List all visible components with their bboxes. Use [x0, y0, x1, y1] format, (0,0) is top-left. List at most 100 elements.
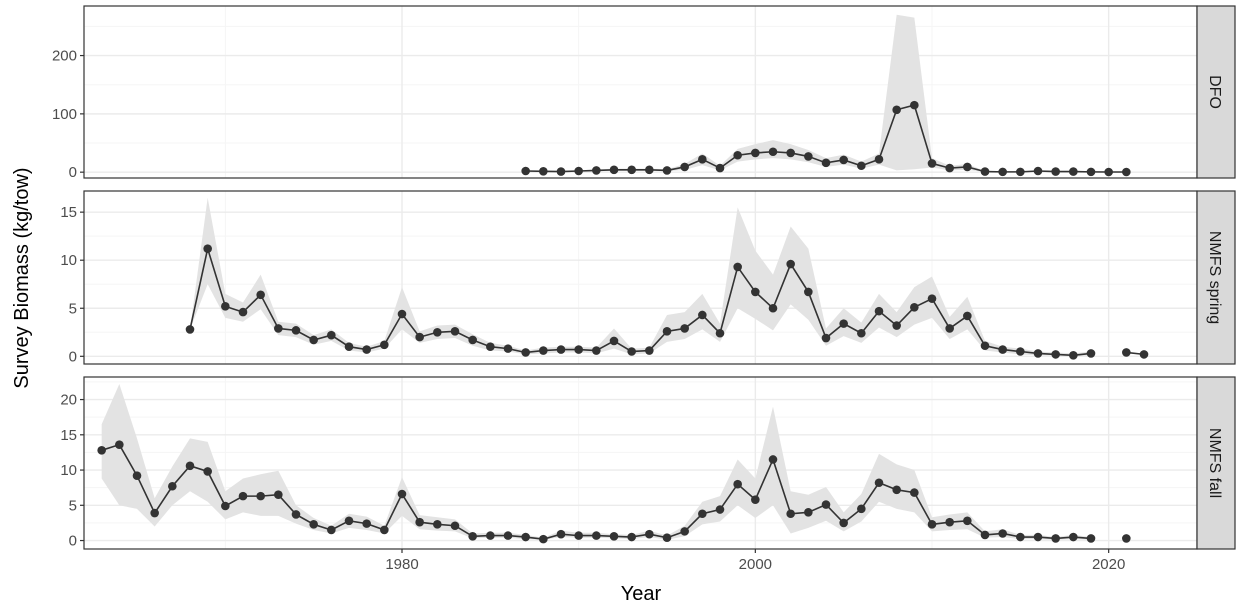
- data-point: [1033, 532, 1043, 542]
- data-point: [221, 302, 230, 311]
- data-point: [521, 166, 530, 176]
- data-point: [804, 152, 813, 161]
- confidence-ribbon: [190, 197, 1091, 357]
- data-point: [362, 345, 371, 354]
- data-point: [1051, 534, 1060, 543]
- data-point: [998, 345, 1007, 354]
- y-tick-label: 100: [52, 106, 77, 123]
- x-axis-title: Year: [621, 583, 662, 605]
- data-point: [468, 532, 477, 541]
- data-point: [521, 532, 530, 542]
- data-point: [874, 155, 884, 164]
- data-point: [433, 520, 442, 529]
- data-point: [415, 517, 424, 527]
- data-point: [556, 345, 566, 354]
- data-point: [1122, 348, 1131, 357]
- data-point: [539, 166, 548, 176]
- data-point: [327, 330, 336, 340]
- data-point: [627, 532, 636, 542]
- facet-strip-label: NMFS spring: [1206, 231, 1223, 324]
- data-point: [857, 328, 866, 338]
- data-point: [768, 303, 778, 313]
- data-point: [1033, 349, 1043, 358]
- data-point: [910, 100, 919, 110]
- data-point: [609, 165, 619, 175]
- data-point: [1122, 167, 1131, 177]
- data-point: [680, 324, 689, 333]
- data-point: [556, 167, 566, 176]
- data-point: [380, 340, 389, 350]
- data-point: [733, 479, 742, 489]
- data-point: [115, 440, 124, 449]
- data-point: [274, 324, 283, 333]
- panels-layer: 0 100 200 DFO 0 5 10 15 NMFS spring 0 5 10 15 20 NMFS …: [52, 5, 1236, 573]
- data-point: [662, 533, 672, 543]
- data-point: [203, 244, 212, 253]
- data-point: [609, 532, 619, 541]
- data-point: [539, 346, 548, 355]
- data-point: [821, 500, 831, 509]
- data-point: [945, 517, 954, 527]
- data-point: [662, 327, 672, 336]
- data-point: [592, 166, 601, 175]
- y-tick-label: 0: [69, 533, 77, 550]
- facet-panel-2: 0 5 10 15 20 NMFS fall 1980 2000 2020: [60, 376, 1236, 573]
- data-point: [539, 534, 548, 544]
- data-point: [503, 344, 513, 353]
- data-point: [1104, 167, 1113, 177]
- panel-background: [84, 377, 1197, 549]
- data-point: [963, 516, 972, 526]
- data-point: [380, 525, 389, 535]
- data-point: [556, 529, 566, 539]
- data-point: [1122, 534, 1131, 543]
- data-point: [274, 490, 283, 500]
- data-point: [397, 489, 407, 499]
- data-point: [751, 495, 760, 504]
- data-point: [344, 342, 354, 352]
- data-point: [344, 516, 354, 526]
- data-point: [256, 290, 265, 300]
- data-point: [645, 165, 654, 175]
- data-point: [768, 455, 778, 464]
- facet-panel-1: 0 5 10 15 NMFS spring: [60, 190, 1236, 365]
- data-point: [963, 311, 972, 321]
- data-point: [521, 348, 530, 357]
- y-tick-label: 0: [69, 348, 77, 365]
- data-point: [786, 148, 795, 158]
- data-point: [574, 345, 583, 354]
- facet-strip: [1196, 190, 1236, 365]
- data-point: [592, 346, 601, 355]
- x-tick-label: 2000: [739, 556, 772, 573]
- data-point: [1069, 532, 1078, 542]
- data-point: [1086, 167, 1096, 177]
- data-point: [662, 166, 672, 175]
- data-point: [309, 335, 318, 345]
- y-tick-label: 5: [69, 497, 77, 514]
- data-point: [839, 518, 848, 528]
- series-line: [189, 245, 1092, 357]
- data-point: [450, 521, 460, 531]
- data-point: [733, 150, 742, 160]
- data-point: [291, 510, 301, 519]
- data-point: [839, 319, 848, 328]
- data-point: [698, 310, 707, 320]
- y-tick-label: 10: [60, 462, 77, 479]
- data-point: [1086, 349, 1096, 358]
- data-point: [821, 333, 831, 343]
- data-point: [574, 166, 583, 176]
- y-tick-label: 5: [69, 300, 77, 317]
- data-point: [980, 341, 990, 351]
- data-point: [857, 504, 866, 514]
- data-point: [327, 525, 336, 535]
- data-point: [450, 327, 460, 336]
- data-point: [486, 342, 495, 352]
- data-point: [168, 481, 177, 491]
- facet-strip-label: DFO: [1206, 75, 1223, 109]
- data-point: [768, 147, 778, 157]
- data-point: [751, 287, 760, 297]
- data-point: [221, 501, 230, 511]
- data-point: [592, 531, 601, 540]
- panel-background: [84, 191, 1197, 364]
- data-point: [132, 471, 142, 480]
- data-point: [1016, 347, 1025, 356]
